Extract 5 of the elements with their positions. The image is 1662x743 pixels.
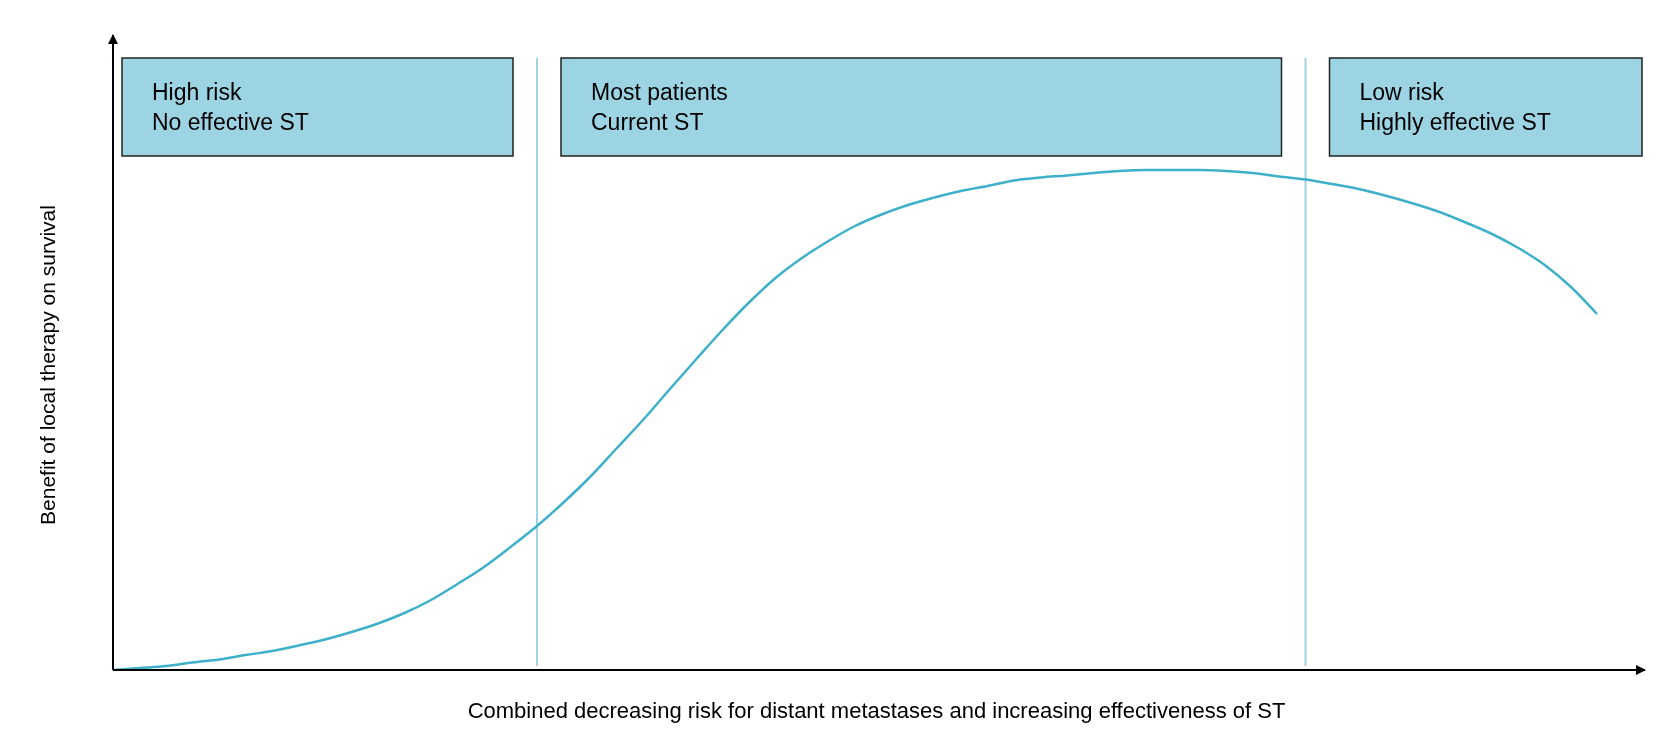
text: High risk No effective ST (152, 79, 309, 135)
text: Low risk Highly effective ST (1359, 79, 1551, 135)
y-axis-title: Benefit of local therapy on survival (36, 205, 59, 525)
x-axis-title: Combined decreasing risk for distant metastases and increasing effectiveness of ST (467, 698, 1286, 723)
text: Most patients Current ST (591, 79, 728, 135)
